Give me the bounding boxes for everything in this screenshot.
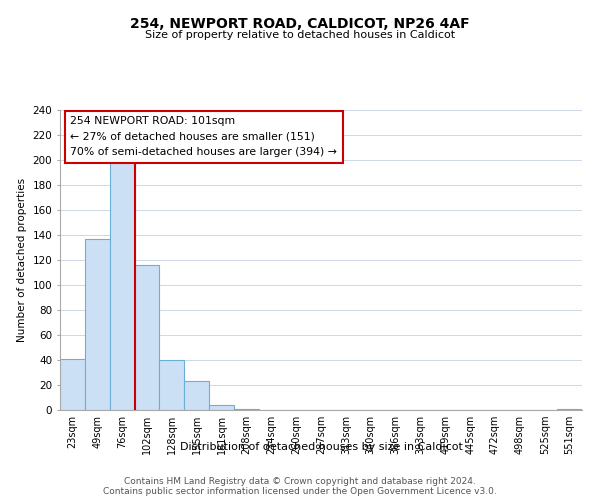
Bar	[160, 360, 184, 410]
Bar	[234, 409, 259, 410]
Bar	[60, 359, 85, 410]
Text: 254 NEWPORT ROAD: 101sqm
← 27% of detached houses are smaller (151)
70% of semi-: 254 NEWPORT ROAD: 101sqm ← 27% of detach…	[70, 116, 337, 157]
Bar	[134, 265, 160, 410]
Bar	[110, 160, 134, 410]
Bar	[557, 409, 582, 410]
Text: Size of property relative to detached houses in Caldicot: Size of property relative to detached ho…	[145, 30, 455, 40]
Bar	[209, 405, 234, 410]
Text: Contains HM Land Registry data © Crown copyright and database right 2024.: Contains HM Land Registry data © Crown c…	[124, 476, 476, 486]
Text: Distribution of detached houses by size in Caldicot: Distribution of detached houses by size …	[179, 442, 463, 452]
Bar	[184, 381, 209, 410]
Bar	[85, 239, 110, 410]
Text: 254, NEWPORT ROAD, CALDICOT, NP26 4AF: 254, NEWPORT ROAD, CALDICOT, NP26 4AF	[130, 18, 470, 32]
Y-axis label: Number of detached properties: Number of detached properties	[17, 178, 27, 342]
Text: Contains public sector information licensed under the Open Government Licence v3: Contains public sector information licen…	[103, 486, 497, 496]
